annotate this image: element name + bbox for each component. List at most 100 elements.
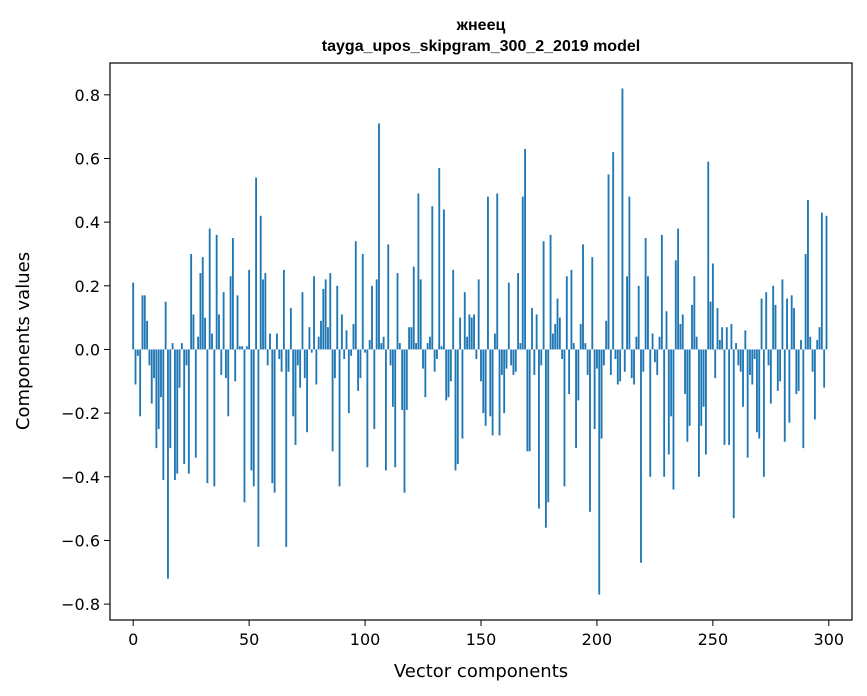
y-tick-label: −0.4 <box>61 468 100 487</box>
bar <box>714 349 717 379</box>
bar <box>677 228 680 350</box>
bar <box>301 292 304 350</box>
bar <box>371 285 373 350</box>
bar <box>296 349 299 366</box>
bar <box>593 349 596 430</box>
bar <box>255 177 257 350</box>
bar <box>354 241 357 350</box>
bar <box>461 349 464 439</box>
bar <box>338 349 341 487</box>
bar <box>711 263 714 350</box>
bar <box>361 253 364 350</box>
y-tick-label: −0.8 <box>61 595 100 614</box>
bar <box>345 330 348 350</box>
bar <box>635 336 638 350</box>
bar <box>693 276 696 350</box>
bar <box>343 349 346 360</box>
bar <box>795 349 798 395</box>
bar <box>405 349 408 410</box>
bar <box>206 349 209 484</box>
bar <box>470 317 473 350</box>
bar <box>192 314 195 350</box>
bar <box>756 349 758 433</box>
bar <box>737 349 740 366</box>
bar <box>199 273 202 350</box>
bar <box>431 206 434 350</box>
bar <box>357 349 360 391</box>
bar <box>505 349 508 369</box>
bar <box>155 349 158 449</box>
bar <box>136 349 139 356</box>
bar <box>225 349 227 379</box>
bar <box>591 257 594 350</box>
bar <box>558 317 561 350</box>
bar <box>480 349 482 382</box>
bar <box>178 349 181 388</box>
bar <box>658 336 661 350</box>
bar <box>287 349 290 372</box>
bar <box>271 349 274 484</box>
bar <box>484 349 487 426</box>
bar <box>387 244 390 350</box>
bar <box>656 349 659 375</box>
bar <box>600 349 603 439</box>
bar <box>322 288 325 350</box>
chart-subtitle: tayga_upos_skipgram_300_2_2019 model <box>322 38 640 55</box>
bar <box>584 343 587 350</box>
x-tick-label: 300 <box>814 630 845 649</box>
bar <box>449 349 452 382</box>
bar <box>813 349 816 420</box>
bar <box>359 349 362 379</box>
bar <box>531 308 533 350</box>
bar <box>781 279 784 350</box>
bar <box>589 349 591 512</box>
bar <box>545 349 547 528</box>
bar <box>563 349 566 487</box>
bar <box>556 298 559 350</box>
bar <box>653 349 656 363</box>
bar <box>134 349 137 385</box>
bar <box>227 349 230 417</box>
bar <box>436 349 438 360</box>
bar <box>153 349 155 379</box>
bar <box>403 349 406 493</box>
bar <box>709 301 712 350</box>
bar <box>303 349 306 379</box>
bar <box>327 327 329 350</box>
bar <box>194 349 197 458</box>
bar <box>454 349 457 471</box>
bar <box>572 343 575 350</box>
bar <box>691 304 693 350</box>
bar <box>514 349 517 372</box>
bar <box>797 349 800 391</box>
bar <box>382 336 385 350</box>
bar <box>823 349 826 388</box>
bar <box>510 349 513 366</box>
bar <box>774 304 777 350</box>
bar <box>644 238 647 350</box>
bar <box>681 314 684 350</box>
bar <box>772 285 775 350</box>
bar <box>229 276 232 350</box>
bar <box>157 349 160 430</box>
bar <box>215 234 218 350</box>
y-tick-label: 0.6 <box>75 149 100 168</box>
bar <box>702 349 705 407</box>
bar <box>540 349 543 366</box>
bar <box>442 209 445 350</box>
bars-group <box>132 88 828 595</box>
bar <box>340 314 343 350</box>
bar <box>285 349 288 547</box>
bar <box>524 148 526 350</box>
bar <box>308 327 311 350</box>
bar <box>730 323 733 350</box>
bar <box>811 349 814 372</box>
y-tick-label: 0.4 <box>75 213 100 232</box>
bar <box>607 174 610 350</box>
bar <box>776 349 779 391</box>
bar <box>257 349 260 547</box>
bar <box>651 333 654 350</box>
bar <box>401 349 404 410</box>
bar <box>482 349 485 414</box>
bar <box>211 333 213 350</box>
